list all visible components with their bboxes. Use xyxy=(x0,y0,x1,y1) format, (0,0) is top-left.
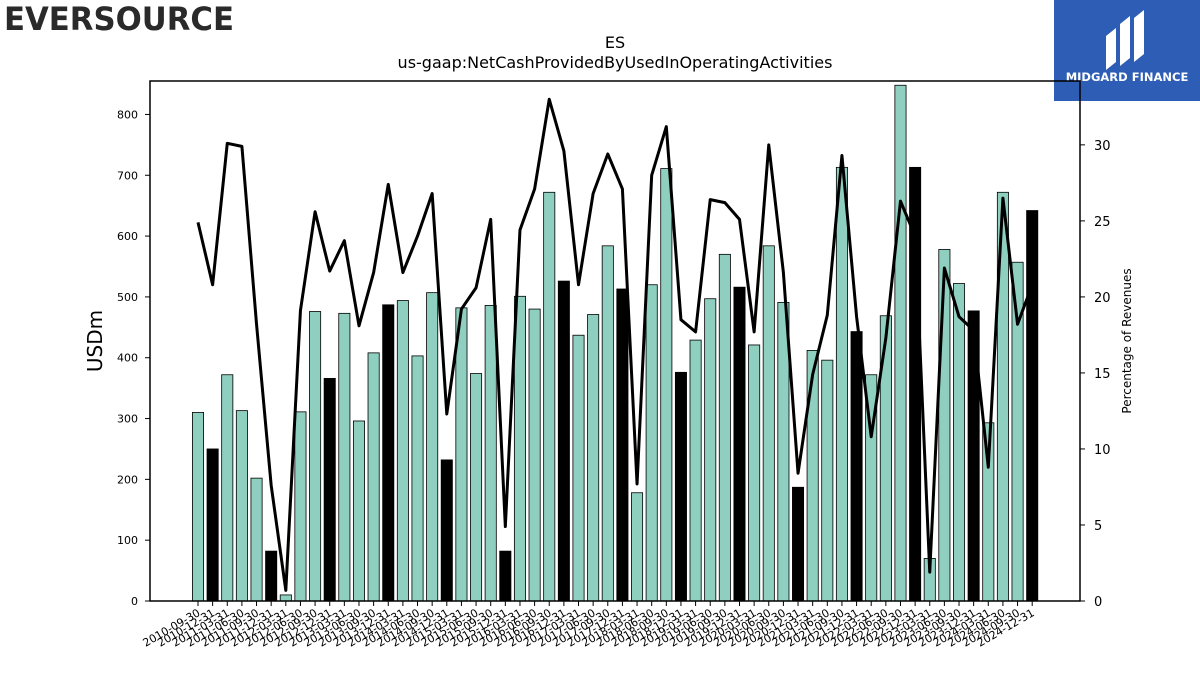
bar-2010-09-30 xyxy=(191,412,204,602)
percentage-line xyxy=(196,97,1034,592)
bar-2012-12-31 xyxy=(323,377,336,602)
y-right-tick-label: 20 xyxy=(1094,291,1111,306)
bar-2020-12-31 xyxy=(792,486,805,602)
bar-2021-06-30 xyxy=(821,359,834,602)
bar-2019-03-31 xyxy=(689,339,702,602)
bar-2017-03-31 xyxy=(572,334,585,602)
bar-2012-06-30 xyxy=(294,411,307,602)
bar-2021-09-30 xyxy=(835,166,848,602)
bar-2016-06-30 xyxy=(528,308,541,602)
midgard-finance-mark: MIDGARD FINANCE xyxy=(1066,10,1189,84)
chart-title: ES xyxy=(605,33,625,52)
y-right-tick-label: 5 xyxy=(1094,519,1102,534)
bar-2011-09-30 xyxy=(250,477,263,602)
y-left-tick-label: 0 xyxy=(131,595,138,608)
y-left-tick-label: 500 xyxy=(117,291,138,304)
bar-2019-12-31 xyxy=(733,286,746,602)
y-right-tick-label: 15 xyxy=(1094,367,1111,382)
bar-2018-06-30 xyxy=(645,284,658,602)
bar-2019-09-30 xyxy=(718,253,731,602)
bar-2018-09-30 xyxy=(660,168,673,602)
midgard-m-icon xyxy=(1106,10,1144,70)
y-left-tick-label: 400 xyxy=(117,352,138,365)
y-left-tick-label: 300 xyxy=(117,413,138,426)
chart-subtitle: us-gaap:NetCashProvidedByUsedInOperating… xyxy=(398,53,833,72)
x-axis: 2010-09-302010-12-312011-03-312011-06-30… xyxy=(141,601,1037,650)
bar-2017-09-30 xyxy=(601,245,614,602)
bar-2021-03-31 xyxy=(806,350,819,602)
bar-2012-09-30 xyxy=(309,311,322,602)
bar-2023-06-30 xyxy=(938,249,951,602)
bar-2011-06-30 xyxy=(235,410,248,602)
bar-2013-09-30 xyxy=(367,352,380,602)
line-series xyxy=(196,97,1034,592)
bar-series xyxy=(191,84,1039,602)
bar-2018-12-31 xyxy=(674,371,687,602)
midgard-finance-logo: MIDGARD FINANCE xyxy=(1054,0,1200,101)
bar-2011-03-31 xyxy=(221,374,234,602)
y-axis-left: 0 100 200 300 400 500 600 700 800 xyxy=(117,108,150,608)
y-left-tick-label: 700 xyxy=(117,169,138,182)
bar-2017-12-31 xyxy=(616,288,629,602)
bar-2013-06-30 xyxy=(352,420,365,602)
y-right-tick-label: 0 xyxy=(1094,595,1102,610)
plot-frame xyxy=(149,80,1081,602)
y-right-tick-label: 30 xyxy=(1094,139,1111,154)
bar-2013-12-31 xyxy=(382,304,395,602)
eversource-logo: EVERSOURCE xyxy=(4,0,234,38)
bar-2015-12-31 xyxy=(499,550,512,602)
bar-2013-03-31 xyxy=(338,312,351,602)
y-axis-right: 0 5 10 15 20 25 30 xyxy=(1080,139,1111,610)
bar-2019-06-30 xyxy=(704,298,717,602)
y-left-tick-label: 100 xyxy=(117,534,138,547)
bar-2021-12-31 xyxy=(850,331,863,602)
y-axis-label-left: USDm xyxy=(83,310,107,372)
bar-2020-09-30 xyxy=(777,301,790,602)
bar-2017-06-30 xyxy=(587,314,600,602)
bar-2014-12-31 xyxy=(440,459,453,602)
y-left-tick-label: 800 xyxy=(117,108,138,121)
bar-2011-12-31 xyxy=(265,550,278,602)
watermark-text: MIDGARD FINANCE xyxy=(1066,70,1189,84)
bar-2020-03-31 xyxy=(748,344,761,602)
bar-2020-06-30 xyxy=(762,245,775,602)
bar-2012-03-31 xyxy=(279,594,292,602)
y-right-tick-label: 10 xyxy=(1094,443,1111,458)
bar-2010-12-31 xyxy=(206,448,219,602)
bar-2014-09-30 xyxy=(426,292,439,602)
bar-2023-09-30 xyxy=(953,283,966,602)
bar-2015-03-31 xyxy=(455,307,468,602)
y-right-tick-label: 25 xyxy=(1094,215,1111,230)
bar-2016-03-31 xyxy=(513,295,526,602)
bar-2016-12-31 xyxy=(557,280,570,602)
bar-2014-03-31 xyxy=(396,300,409,602)
bar-2016-09-30 xyxy=(543,191,556,602)
y-left-tick-label: 200 xyxy=(117,473,138,486)
company-logo-text: EVERSOURCE xyxy=(4,0,234,38)
bar-2024-12-31 xyxy=(1026,210,1039,602)
bar-2022-09-30 xyxy=(894,84,907,602)
y-left-tick-label: 600 xyxy=(117,230,138,243)
bar-2014-06-30 xyxy=(411,355,424,602)
bar-2015-06-30 xyxy=(470,373,483,602)
bar-2015-09-30 xyxy=(484,305,497,602)
y-axis-label-right: Percentage of Revenues xyxy=(1120,268,1134,413)
bar-2018-03-31 xyxy=(631,492,644,602)
